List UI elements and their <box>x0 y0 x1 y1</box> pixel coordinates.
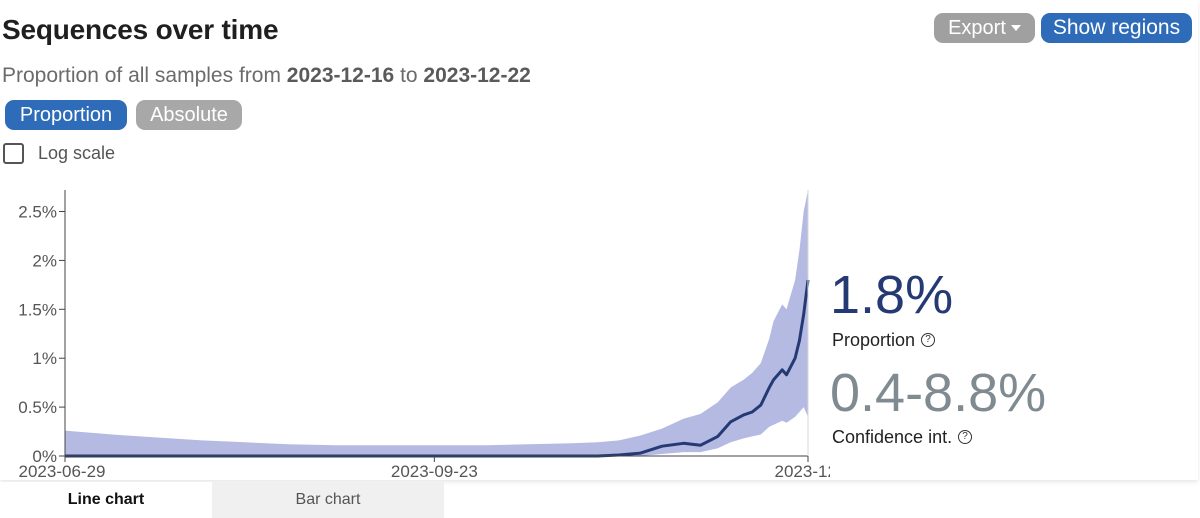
log-scale-row[interactable]: Log scale <box>3 143 115 164</box>
chart-subtitle: Proportion of all samples from 2023-12-1… <box>2 64 531 88</box>
x-tick-label: 2023-12-19 <box>775 462 830 481</box>
y-tick-label: 2.5% <box>18 203 57 222</box>
y-tick-label: 0.5% <box>18 398 57 417</box>
export-label: Export <box>948 16 1006 39</box>
line-chart: 0% 0.5% 1% 1.5% 2% 2.5% 2023-06-29 2023-09-23 20… <box>18 190 830 481</box>
proportion-toggle-button[interactable]: Proportion <box>5 100 127 130</box>
subtitle-prefix: Proportion of all samples from <box>2 64 281 87</box>
y-tick-label: 2% <box>32 251 57 270</box>
log-scale-label: Log scale <box>38 143 116 163</box>
export-button[interactable]: Export <box>934 13 1035 43</box>
log-scale-checkbox[interactable] <box>3 143 24 164</box>
sequences-card: Sequences over time Proportion of all sa… <box>2 13 1192 481</box>
confidence-interval-value: 0.4-8.8% <box>830 363 1047 423</box>
tab-line-chart[interactable]: Line chart <box>0 482 212 518</box>
date-to: 2023-12-22 <box>423 64 531 87</box>
show-regions-button[interactable]: Show regions <box>1041 13 1192 43</box>
date-from: 2023-12-16 <box>286 64 395 87</box>
x-tick-label: 2023-09-23 <box>391 462 478 481</box>
confidence-interval-caption: Confidence int.? <box>832 427 973 448</box>
absolute-toggle-button[interactable]: Absolute <box>136 100 242 130</box>
tab-bar-chart[interactable]: Bar chart <box>212 482 444 518</box>
confidence-interval-caption-text: Confidence int. <box>832 427 953 447</box>
chart-title: Sequences over time <box>2 14 279 45</box>
help-icon[interactable]: ? <box>958 430 973 444</box>
subtitle-to: to <box>400 64 418 87</box>
y-tick-label: 1.5% <box>18 300 57 319</box>
chevron-down-icon <box>1010 25 1021 32</box>
proportion-caption-text: Proportion <box>832 330 916 350</box>
x-tick-label: 2023-06-29 <box>19 462 106 481</box>
proportion-caption: Proportion? <box>832 330 936 351</box>
y-tick-label: 1% <box>32 349 57 368</box>
help-icon[interactable]: ? <box>921 333 936 347</box>
y-tick-label: 0% <box>32 447 57 466</box>
confidence-band <box>65 190 808 456</box>
proportion-value: 1.8% <box>830 265 954 325</box>
